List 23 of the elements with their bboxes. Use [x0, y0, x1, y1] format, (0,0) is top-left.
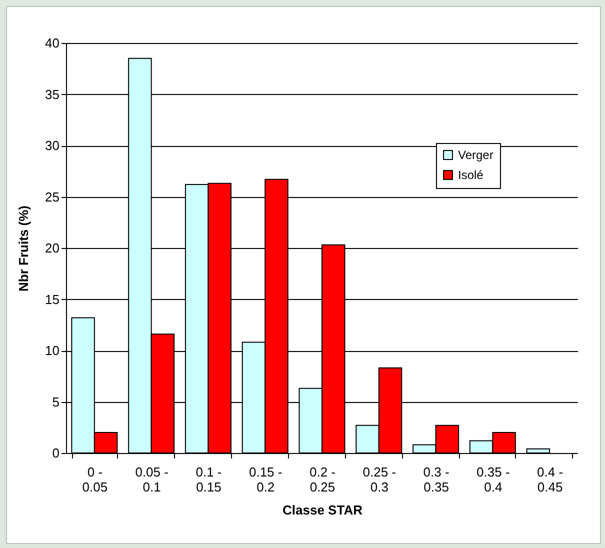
x-tick-label: 0.35 - 0.4 — [476, 464, 510, 494]
y-tick-label: 20 — [45, 240, 60, 256]
x-tick-label: 0 - 0.05 — [82, 464, 108, 494]
y-tick-label: 15 — [45, 292, 60, 307]
y-tick-label: 35 — [45, 86, 60, 102]
x-tick-label: 0.1 - 0.15 — [196, 464, 222, 494]
legend-label: Verger — [458, 148, 494, 162]
y-tick-label: 40 — [45, 36, 60, 50]
x-tick-label: 0.4 - 0.45 — [537, 464, 564, 494]
y-axis-title: Nbr Fruits (%) — [16, 206, 32, 292]
y-tick-label: 25 — [45, 189, 60, 204]
y-tick-label: 10 — [45, 343, 60, 358]
legend-label: Isolé — [458, 168, 484, 182]
bar — [526, 448, 550, 454]
y-tick-label: 5 — [52, 394, 60, 410]
x-tick-label: 0.15 - 0.2 — [248, 464, 282, 494]
x-tick-label: 0.2 - 0.25 — [309, 464, 336, 494]
x-tick-label: 0.3 - 0.35 — [423, 464, 450, 494]
x-tick-label: 0.05 - 0.1 — [135, 464, 168, 494]
y-tick-label: 0 — [52, 446, 60, 460]
x-axis-title: Classe STAR — [282, 502, 364, 518]
x-tick-label: 0.25 - 0.3 — [362, 464, 396, 494]
y-tick-label: 30 — [45, 138, 60, 153]
